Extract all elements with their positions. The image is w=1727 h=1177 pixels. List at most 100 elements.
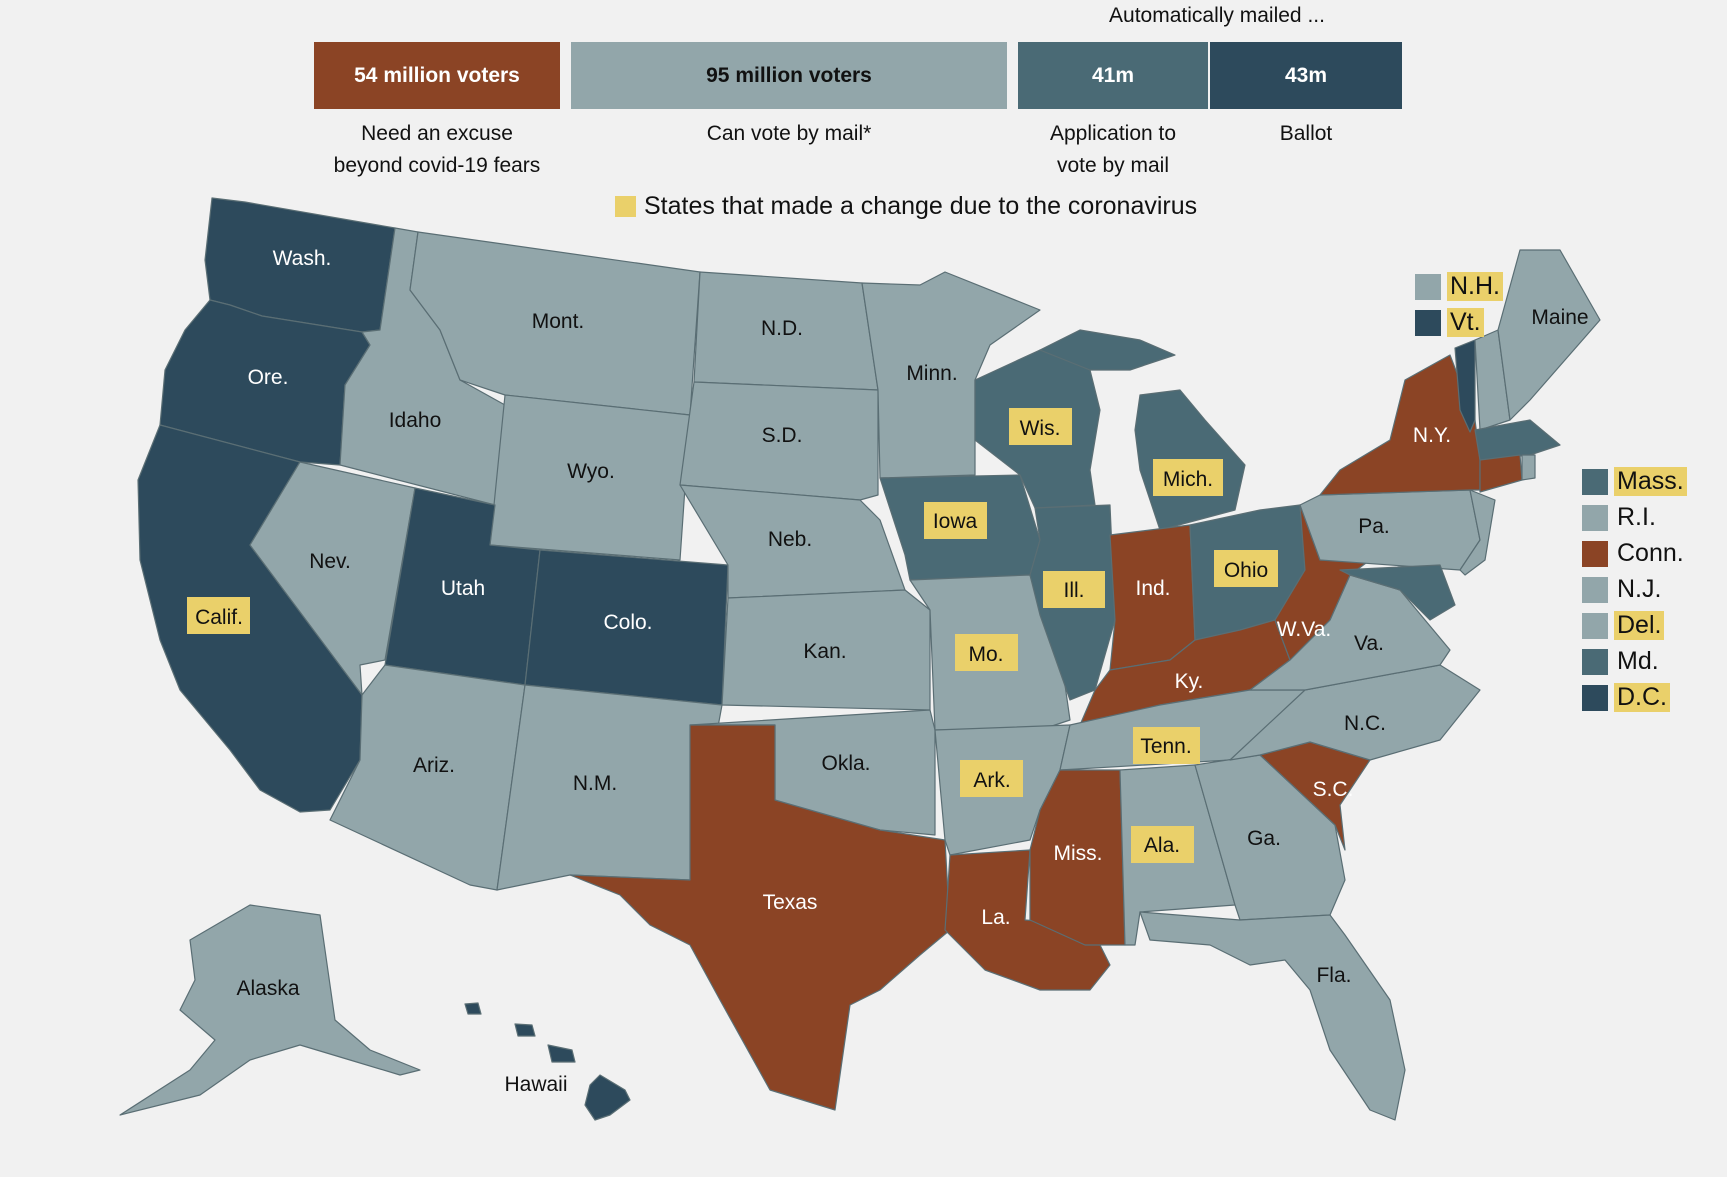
state-hawaii-maui xyxy=(547,1044,576,1063)
legend-item-conn: Conn. xyxy=(1582,539,1687,568)
caption-excuse-line1: Need an excuse xyxy=(361,122,513,145)
label-ga: Ga. xyxy=(1247,827,1281,850)
legend-label: Conn. xyxy=(1617,539,1684,567)
legend-swatch xyxy=(1582,612,1608,639)
legend-label: Mass. xyxy=(1614,467,1687,496)
label-ark: Ark. xyxy=(973,769,1010,792)
caption-can-vote-line1: Can vote by mail* xyxy=(706,122,872,145)
label-sd: S.D. xyxy=(762,424,803,447)
highlight-ala xyxy=(1131,826,1194,863)
changed-swatch xyxy=(615,196,636,217)
label-ohio: Ohio xyxy=(1224,559,1268,582)
legend-swatch xyxy=(1582,540,1608,567)
state-kan xyxy=(721,589,931,711)
bar-ballot-value: 43m xyxy=(1284,63,1328,87)
label-utah: Utah xyxy=(441,577,485,600)
legend-item-ri: R.I. xyxy=(1582,503,1659,532)
label-ore: Ore. xyxy=(248,366,289,389)
bar-can-vote-by-mail: 95 million voters xyxy=(571,42,1007,109)
state-wyo xyxy=(489,394,691,561)
legend-swatch xyxy=(1582,648,1608,675)
label-ill: Ill. xyxy=(1064,579,1085,602)
state-sd xyxy=(679,381,879,501)
legend-item-del: Del. xyxy=(1582,611,1665,640)
caption-application-line1: Application to xyxy=(1049,122,1177,145)
highlight-mo xyxy=(955,634,1018,671)
caption-ballot: Ballot xyxy=(1210,118,1402,150)
highlight-calif xyxy=(187,597,250,634)
label-nc: N.C. xyxy=(1344,712,1386,735)
label-wyo: Wyo. xyxy=(567,460,615,483)
highlight-mich xyxy=(1153,459,1223,496)
label-kan: Kan. xyxy=(803,640,846,663)
label-ky: Ky. xyxy=(1175,670,1204,693)
label-texas: Texas xyxy=(763,891,818,914)
caption-excuse: Need an excuse beyond covid-19 fears xyxy=(314,118,560,182)
highlight-ark xyxy=(960,760,1023,797)
label-mo: Mo. xyxy=(968,643,1003,666)
label-hawaii: Hawaii xyxy=(504,1073,567,1096)
state-md xyxy=(1339,564,1456,621)
legend-swatch xyxy=(1415,273,1441,300)
label-ind: Ind. xyxy=(1135,577,1170,600)
label-fla: Fla. xyxy=(1316,964,1351,987)
state-ri xyxy=(1521,454,1536,481)
legend-item-nj: N.J. xyxy=(1582,575,1664,604)
label-nd: N.D. xyxy=(761,317,803,340)
highlight-ohio xyxy=(1214,550,1278,587)
label-pa: Pa. xyxy=(1358,515,1390,538)
label-ny: N.Y. xyxy=(1413,424,1451,447)
state-mass xyxy=(1474,419,1561,461)
bar-excuse-value: 54 million voters xyxy=(354,63,520,87)
state-minn xyxy=(861,271,1041,479)
label-ariz: Ariz. xyxy=(413,754,455,777)
bar-application-value: 41m xyxy=(1091,63,1135,87)
state-miss xyxy=(1029,769,1126,946)
caption-excuse-line2: beyond covid-19 fears xyxy=(333,154,541,177)
label-nm: N.M. xyxy=(573,772,617,795)
label-alaska: Alaska xyxy=(236,977,299,1000)
legend-swatch xyxy=(1582,504,1608,531)
label-iowa: Iowa xyxy=(933,510,978,533)
highlight-iowa xyxy=(924,502,987,539)
caption-ballot-line1: Ballot xyxy=(1279,122,1333,145)
label-maine: Maine xyxy=(1531,306,1588,329)
label-la: La. xyxy=(981,906,1010,929)
label-calif: Calif. xyxy=(195,606,243,629)
label-wis: Wis. xyxy=(1020,417,1061,440)
state-vt xyxy=(1454,339,1476,433)
state-mich-up xyxy=(1039,329,1176,371)
caption-application-line2: vote by mail xyxy=(1056,154,1170,177)
state-maine xyxy=(1497,249,1601,421)
label-wash: Wash. xyxy=(273,247,332,270)
legend-label: R.I. xyxy=(1617,503,1656,531)
state-nj xyxy=(1459,489,1496,576)
highlight-ill xyxy=(1043,571,1105,608)
bar-excuse: 54 million voters xyxy=(314,42,560,109)
label-mich: Mich. xyxy=(1163,468,1213,491)
legend-item-mass: Mass. xyxy=(1582,467,1687,496)
legend-swatch xyxy=(1415,309,1441,336)
bar-ballot: 43m xyxy=(1210,42,1402,109)
legend-label: N.J. xyxy=(1617,575,1662,603)
label-sc: S.C. xyxy=(1313,778,1354,801)
legend-label: D.C. xyxy=(1614,683,1670,712)
legend-item-vt: Vt. xyxy=(1415,308,1484,337)
legend-label: Vt. xyxy=(1447,308,1484,337)
legend-swatch xyxy=(1582,576,1608,603)
state-hawaii-main xyxy=(584,1074,631,1121)
legend-item-dc: D.C. xyxy=(1582,683,1670,712)
state-hawaii-kauai xyxy=(464,1002,482,1015)
state-la xyxy=(944,849,1111,991)
label-tenn: Tenn. xyxy=(1140,735,1191,758)
caption-can-vote: Can vote by mail* xyxy=(571,118,1007,150)
bar-can-vote-value: 95 million voters xyxy=(706,63,872,87)
state-fla xyxy=(1139,911,1406,1121)
legend-swatch xyxy=(1582,684,1608,711)
label-mont: Mont. xyxy=(532,310,585,333)
legend-label: N.H. xyxy=(1447,272,1503,301)
auto-mailed-label: Automatically mailed ... xyxy=(1109,4,1325,27)
label-colo: Colo. xyxy=(603,611,652,634)
label-va: Va. xyxy=(1354,632,1384,655)
